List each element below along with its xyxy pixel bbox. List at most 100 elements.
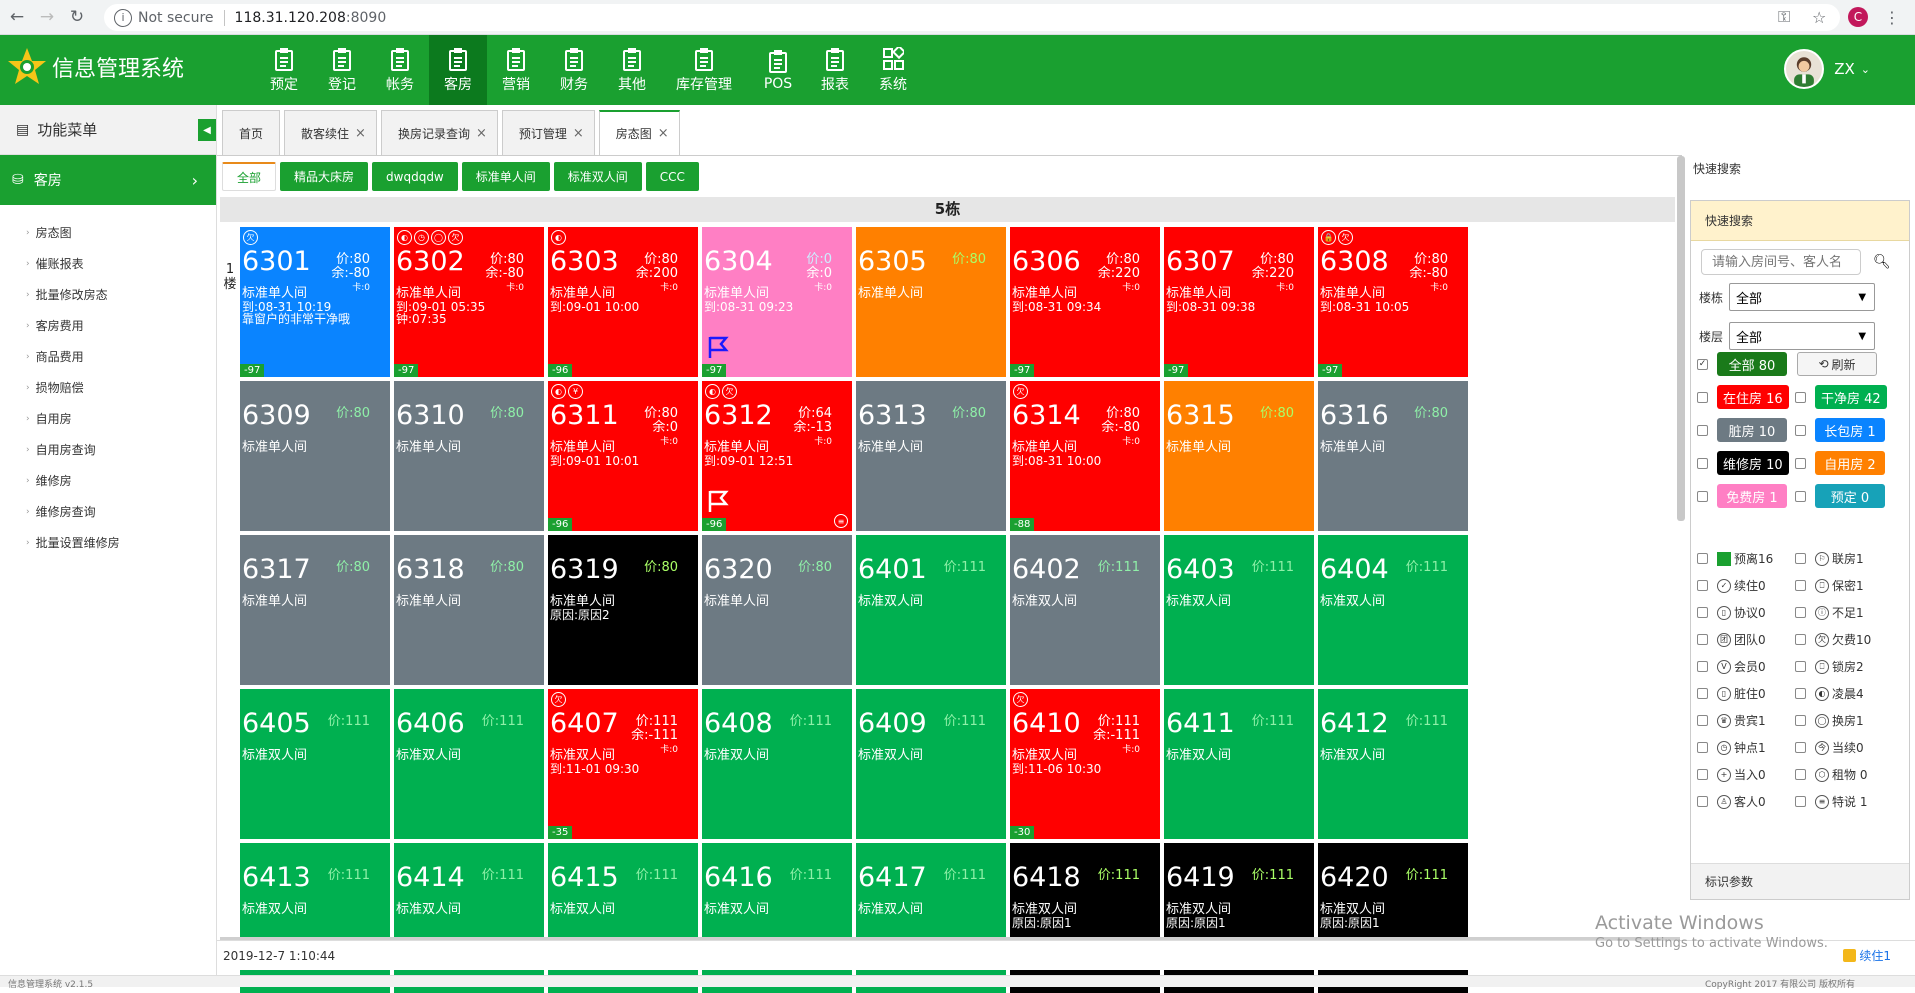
marker-checkbox[interactable] bbox=[1795, 553, 1806, 564]
room-card[interactable]: 6402 价:111 标准双人间 bbox=[1010, 535, 1160, 685]
search-icon[interactable]: 🔍︎ bbox=[1873, 254, 1891, 270]
room-card[interactable]: ◐ 欠 6312 价:64 余:-13 卡:0 标准单人间 到:09-01 12:51 -96 ≡ bbox=[702, 381, 852, 531]
room-card[interactable]: 6319 价:80 标准单人间 原因:原因2 bbox=[548, 535, 698, 685]
status-checkbox[interactable] bbox=[1795, 424, 1806, 436]
marker-checkbox[interactable] bbox=[1795, 715, 1806, 726]
room-card[interactable]: 欠 6314 价:80 余:-80 卡:0 标准单人间 到:08-31 10:00 -88 bbox=[1010, 381, 1160, 531]
room-card[interactable]: 6412 价:111 标准双人间 bbox=[1318, 689, 1468, 839]
status-filter-button[interactable]: 脏房 10 bbox=[1717, 418, 1787, 442]
close-icon[interactable]: × bbox=[657, 126, 669, 141]
app-logo[interactable]: 信息管理系统 bbox=[6, 46, 184, 88]
room-card[interactable]: 6417 价:111 标准双人间 bbox=[856, 843, 1006, 993]
sidebar-item[interactable]: › 客房费用 bbox=[0, 310, 216, 341]
room-card[interactable]: 6409 价:111 标准双人间 bbox=[856, 689, 1006, 839]
marker-checkbox[interactable] bbox=[1697, 634, 1708, 645]
room-card[interactable]: 6413 价:111 标准双人间 bbox=[240, 843, 390, 993]
room-card[interactable]: 6304 价:0 余:0 卡:0 标准单人间 到:08-31 09:23 -97 bbox=[702, 227, 852, 377]
room-type-filter-5[interactable]: CCC bbox=[645, 162, 699, 191]
room-card[interactable]: 欠 6301 价:80 余:-80 卡:0 标准单人间 到:08-31 10:19 靠窗户的非… bbox=[240, 227, 390, 377]
marker-checkbox[interactable] bbox=[1697, 688, 1708, 699]
marker-checkbox[interactable] bbox=[1795, 796, 1806, 807]
room-card[interactable]: ◐ ¥6311 价:80 余:0 卡:0 标准单人间 到:09-01 10:01 -96 bbox=[548, 381, 698, 531]
reload-icon[interactable]: ↻ bbox=[69, 7, 85, 27]
tab-4[interactable]: 房态图 × bbox=[598, 110, 680, 156]
continue-stay-link[interactable]: 续住1 bbox=[1843, 947, 1891, 964]
sidebar-item[interactable]: › 自用房查询 bbox=[0, 434, 216, 465]
nav-item-7[interactable]: 库存管理 bbox=[661, 35, 747, 105]
menu-dots-icon[interactable]: ⋮ bbox=[1884, 7, 1900, 27]
sidebar-item[interactable]: › 催账报表 bbox=[0, 248, 216, 279]
tab-0[interactable]: 首页 bbox=[222, 110, 281, 156]
address-bar[interactable]: i Not secure 118.31.120.208:8090 bbox=[104, 4, 1840, 31]
room-type-filter-2[interactable]: dwqdqdw bbox=[372, 162, 458, 191]
marker-checkbox[interactable] bbox=[1795, 769, 1806, 780]
marker-checkbox[interactable] bbox=[1697, 607, 1708, 618]
sidebar-item[interactable]: › 损物赔偿 bbox=[0, 372, 216, 403]
marker-checkbox[interactable] bbox=[1697, 661, 1708, 672]
refresh-button[interactable]: ⟲ 刷新 bbox=[1797, 352, 1877, 376]
room-card[interactable]: 6401 价:111 标准双人间 bbox=[856, 535, 1006, 685]
room-card[interactable]: ◐ 6303 价:80 余:200 卡:0 标准单人间 到:09-01 10:00 -96 bbox=[548, 227, 698, 377]
room-card[interactable]: 6403 价:111 标准双人间 bbox=[1164, 535, 1314, 685]
room-card[interactable]: 欠 6410 价:111 余:-111 卡:0 标准双人间 到:11-06 10:30 -30 bbox=[1010, 689, 1160, 839]
marker-checkbox[interactable] bbox=[1697, 553, 1708, 564]
room-card[interactable]: 6318 价:80 标准单人间 bbox=[394, 535, 544, 685]
status-filter-button[interactable]: 预定 0 bbox=[1815, 484, 1885, 508]
back-icon[interactable]: ← bbox=[9, 7, 25, 27]
room-card[interactable]: 6406 价:111 标准双人间 bbox=[394, 689, 544, 839]
room-card[interactable]: 6316 价:80 标准单人间 bbox=[1318, 381, 1468, 531]
all-checkbox[interactable]: ✓ bbox=[1697, 358, 1708, 370]
close-icon[interactable]: × bbox=[572, 125, 584, 141]
horizontal-scrollbar[interactable] bbox=[220, 937, 1680, 940]
marker-checkbox[interactable] bbox=[1795, 634, 1806, 645]
status-filter-button[interactable]: 免费房 1 bbox=[1717, 484, 1787, 508]
room-card[interactable]: 6315 价:80 标准单人间 bbox=[1164, 381, 1314, 531]
nav-item-0[interactable]: 预定 bbox=[255, 35, 313, 105]
room-card[interactable]: 6310 价:80 标准单人间 bbox=[394, 381, 544, 531]
room-card[interactable]: 6420 价:111 标准双人间 原因:原因1 bbox=[1318, 843, 1468, 993]
room-card[interactable]: 6306 价:80 余:220 卡:0 标准单人间 到:08-31 09:34 -97 bbox=[1010, 227, 1160, 377]
marker-checkbox[interactable] bbox=[1795, 661, 1806, 672]
tab-2[interactable]: 换房记录查询 × bbox=[380, 110, 498, 156]
room-card[interactable]: 6418 价:111 标准双人间 原因:原因1 bbox=[1010, 843, 1160, 993]
room-card[interactable]: 6305 价:80 标准单人间 bbox=[856, 227, 1006, 377]
room-card[interactable]: 6408 价:111 标准双人间 bbox=[702, 689, 852, 839]
building-select[interactable]: 全部 ▼ bbox=[1729, 283, 1876, 311]
marker-params-footer[interactable]: 标识参数 bbox=[1691, 863, 1909, 899]
marker-checkbox[interactable] bbox=[1697, 769, 1708, 780]
room-card[interactable]: 6416 价:111 标准双人间 bbox=[702, 843, 852, 993]
room-card[interactable]: 6411 价:111 标准双人间 bbox=[1164, 689, 1314, 839]
room-card[interactable]: 🔒 欠 6308 价:80 余:-80 卡:0 标准单人间 到:08-31 10:05 -97 bbox=[1318, 227, 1468, 377]
sidebar-item[interactable]: › 商品费用 bbox=[0, 341, 216, 372]
status-checkbox[interactable] bbox=[1697, 457, 1708, 469]
close-icon[interactable]: × bbox=[475, 125, 487, 141]
sidebar-item[interactable]: › 维修房查询 bbox=[0, 496, 216, 527]
marker-checkbox[interactable] bbox=[1697, 796, 1708, 807]
marker-checkbox[interactable] bbox=[1697, 715, 1708, 726]
room-card[interactable]: 6320 价:80 标准单人间 bbox=[702, 535, 852, 685]
status-checkbox[interactable] bbox=[1795, 457, 1806, 469]
nav-item-10[interactable]: 系统 bbox=[864, 35, 922, 105]
room-search-input[interactable] bbox=[1701, 249, 1861, 275]
status-checkbox[interactable] bbox=[1697, 490, 1708, 502]
marker-checkbox[interactable] bbox=[1697, 742, 1708, 753]
room-card[interactable]: 欠 6407 价:111 余:-111 卡:0 标准双人间 到:11-01 09:30 -35 bbox=[548, 689, 698, 839]
close-icon[interactable]: × bbox=[355, 125, 366, 141]
room-card[interactable]: 6414 价:111 标准双人间 bbox=[394, 843, 544, 993]
marker-checkbox[interactable] bbox=[1795, 580, 1806, 591]
forward-icon[interactable]: → bbox=[39, 7, 55, 27]
status-checkbox[interactable] bbox=[1697, 391, 1708, 403]
sidebar-item[interactable]: › 批量设置维修房 bbox=[0, 527, 216, 558]
status-filter-button[interactable]: 干净房 42 bbox=[1815, 385, 1887, 409]
floor-select[interactable]: 全部 ▼ bbox=[1729, 322, 1876, 350]
nav-item-9[interactable]: 报表 bbox=[806, 35, 864, 105]
room-card[interactable]: 6307 价:80 余:220 卡:0 标准单人间 到:08-31 09:38 -97 bbox=[1164, 227, 1314, 377]
sidebar-item[interactable]: › 房态图 bbox=[0, 217, 216, 248]
sidebar-item[interactable]: › 自用房 bbox=[0, 403, 216, 434]
status-checkbox[interactable] bbox=[1795, 391, 1806, 403]
marker-checkbox[interactable] bbox=[1795, 742, 1806, 753]
user-menu[interactable]: ZX ⌄ bbox=[1784, 49, 1870, 89]
nav-item-6[interactable]: 其他 bbox=[603, 35, 661, 105]
room-card[interactable]: 6405 价:111 标准双人间 bbox=[240, 689, 390, 839]
room-type-filter-0[interactable]: 全部 bbox=[222, 162, 277, 191]
